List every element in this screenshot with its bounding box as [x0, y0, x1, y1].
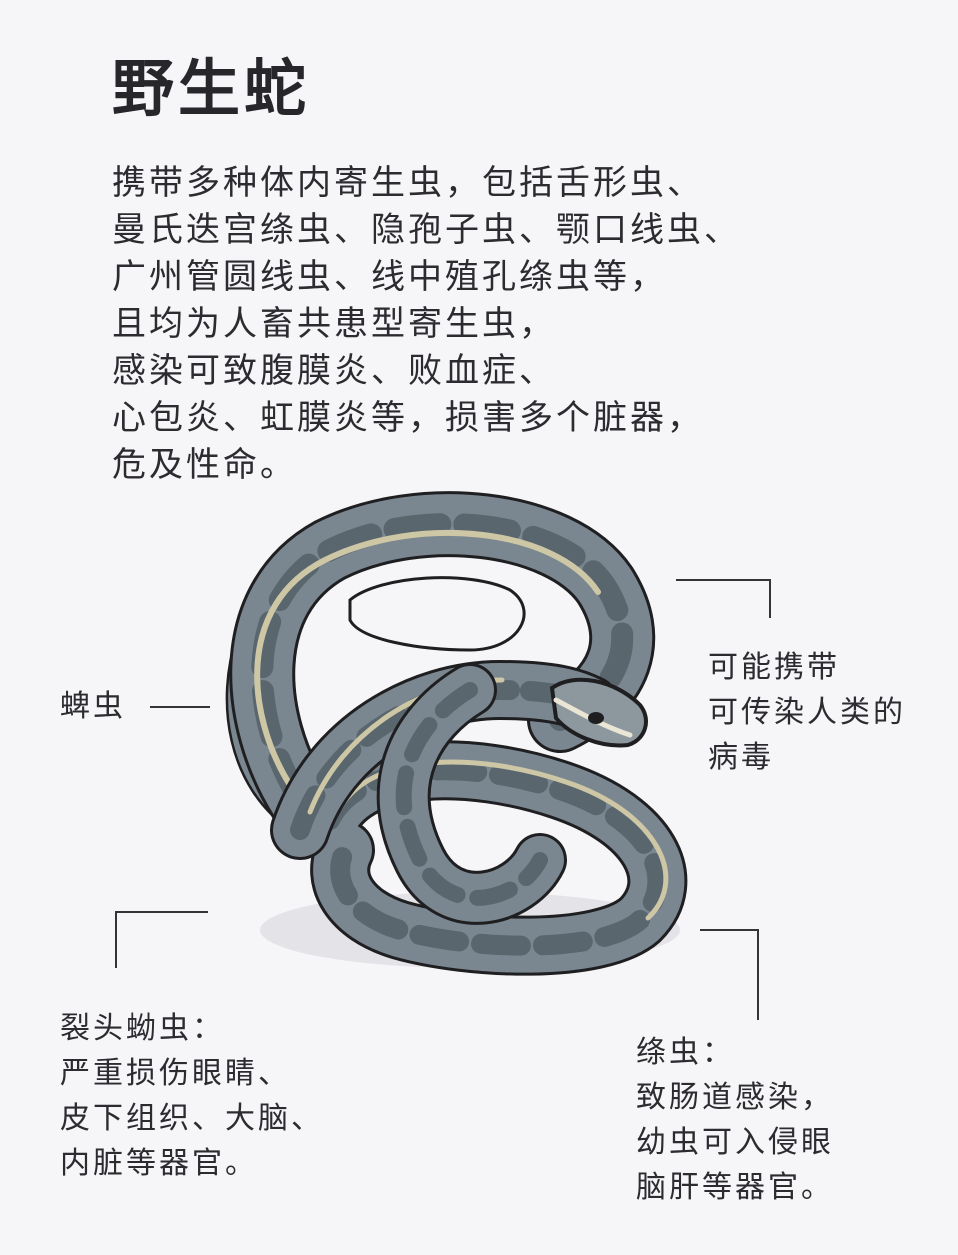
label-line: 严重损伤眼睛、	[60, 1056, 291, 1091]
intro-line: 感染可致腹膜炎、败血症、	[112, 351, 556, 391]
intro-line: 且均为人畜共患型寄生虫，	[112, 304, 556, 344]
intro-line: 危及性命。	[112, 445, 297, 485]
intro-paragraph: 携带多种体内寄生虫，包括舌形虫、 曼氏迭宫绦虫、隐孢子虫、颚口线虫、 广州管圆线…	[112, 160, 912, 489]
label-line: 裂头蚴虫：	[60, 1011, 225, 1046]
label-line: 绦虫：	[636, 1035, 735, 1070]
snake-eye	[588, 712, 604, 724]
snake-head	[549, 677, 648, 748]
label-line: 致肠道感染，	[636, 1080, 834, 1115]
intro-line: 心包炎、虹膜炎等，损害多个脏器，	[112, 398, 704, 438]
label-line: 可传染人类的	[708, 695, 906, 730]
snake-upper-loop	[229, 491, 656, 833]
label-line: 病毒	[708, 740, 774, 775]
label-line: 内脏等器官。	[60, 1146, 258, 1181]
label-line: 幼虫可入侵眼	[636, 1125, 834, 1160]
leader-line-tapeworm	[700, 929, 759, 1020]
label-line: 脑肝等器官。	[636, 1170, 834, 1205]
label-tapeworm: 绦虫： 致肠道感染， 幼虫可入侵眼 脑肝等器官。	[636, 1030, 834, 1210]
leader-line-tapeworm-head	[115, 911, 208, 968]
leader-lines	[115, 579, 771, 1020]
label-line: 蜱虫	[60, 689, 126, 724]
label-line: 皮下组织、大脑、	[60, 1101, 324, 1136]
snake-neck	[376, 663, 567, 925]
intro-line: 曼氏迭宫绦虫、隐孢子虫、颚口线虫、	[112, 210, 741, 250]
page-title: 野生蛇	[112, 52, 311, 125]
label-tick: 蜱虫	[60, 684, 126, 729]
label-line: 可能携带	[708, 650, 840, 685]
label-tapeworm-head: 裂头蚴虫： 严重损伤眼睛、 皮下组织、大脑、 内脏等器官。	[60, 1006, 324, 1186]
label-virus: 可能携带 可传染人类的 病毒	[708, 645, 906, 780]
intro-line: 携带多种体内寄生虫，包括舌形虫、	[112, 163, 704, 203]
leader-line-virus	[676, 579, 771, 618]
intro-line: 广州管圆线虫、线中殖孔绦虫等，	[112, 257, 667, 297]
